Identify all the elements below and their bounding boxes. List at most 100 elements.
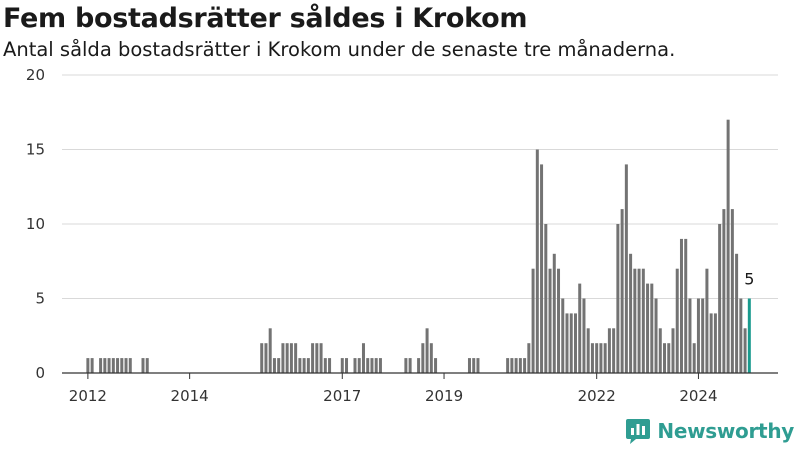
- bar: [650, 283, 654, 373]
- bar: [603, 343, 607, 373]
- x-tick-label: 2019: [425, 387, 463, 405]
- bar: [145, 358, 149, 373]
- bar: [298, 358, 302, 373]
- bar: [641, 268, 645, 373]
- bar: [345, 358, 349, 373]
- bar: [124, 358, 128, 373]
- bar: [361, 343, 365, 373]
- bar: [679, 238, 683, 373]
- bar: [637, 268, 641, 373]
- bar: [476, 358, 480, 373]
- bar: [671, 328, 675, 373]
- bar: [107, 358, 111, 373]
- bar: [684, 238, 688, 373]
- bar: [599, 343, 603, 373]
- bar: [421, 343, 425, 373]
- x-tick-label: 2014: [171, 387, 209, 405]
- bar: [116, 358, 120, 373]
- bar: [99, 358, 103, 373]
- bar: [595, 343, 599, 373]
- x-tick-label: 2022: [578, 387, 616, 405]
- bar: [103, 358, 107, 373]
- bar: [713, 313, 717, 373]
- bar: [366, 358, 370, 373]
- bar: [90, 358, 94, 373]
- bar: [544, 224, 548, 373]
- bar: [306, 358, 310, 373]
- bar: [378, 358, 382, 373]
- brand-name: Newsworthy: [657, 419, 794, 443]
- bar: [658, 328, 662, 373]
- y-tick-label: 10: [26, 215, 45, 233]
- bar: [540, 164, 544, 373]
- x-tick-label: 2024: [679, 387, 717, 405]
- bar: [523, 358, 527, 373]
- bar: [408, 358, 412, 373]
- bar: [429, 343, 433, 373]
- bar: [472, 358, 476, 373]
- y-tick-label: 0: [35, 364, 45, 382]
- bar: [692, 343, 696, 373]
- bar: [557, 268, 561, 373]
- y-tick-label: 20: [26, 66, 45, 84]
- bar: [111, 358, 115, 373]
- bar: [705, 268, 709, 373]
- bar: [616, 224, 620, 373]
- bar: [264, 343, 268, 373]
- highlight-bar: [747, 298, 751, 373]
- bar: [624, 164, 628, 373]
- bar: [370, 358, 374, 373]
- bar: [417, 358, 421, 373]
- bar-chart-logo-icon: [626, 419, 651, 444]
- bar: [535, 149, 539, 373]
- bar: [268, 328, 272, 373]
- highlight-value-label: 5: [744, 270, 754, 289]
- bar: [718, 224, 722, 373]
- bar: [302, 358, 306, 373]
- bar: [141, 358, 145, 373]
- bar: [582, 298, 586, 373]
- bar: [701, 298, 705, 373]
- bar: [86, 358, 90, 373]
- bar: [696, 298, 700, 373]
- y-axis-labels: 0 5 10 15 20: [26, 66, 45, 382]
- bar: [565, 313, 569, 373]
- bar: [722, 209, 726, 373]
- bar: [726, 119, 730, 373]
- bar: [311, 343, 315, 373]
- bar: [573, 313, 577, 373]
- bar: [590, 343, 594, 373]
- bar: [260, 343, 264, 373]
- bar: [569, 313, 573, 373]
- x-tick-label: 2017: [323, 387, 361, 405]
- bar: [709, 313, 713, 373]
- bar: [289, 343, 293, 373]
- bar: [675, 268, 679, 373]
- bar: [531, 268, 535, 373]
- bar: [467, 358, 471, 373]
- bar: [646, 283, 650, 373]
- bar: [607, 328, 611, 373]
- chart-title: Fem bostadsrätter såldes i Krokom: [3, 3, 528, 34]
- bar: [518, 358, 522, 373]
- bar: [620, 209, 624, 373]
- bar: [128, 358, 132, 373]
- bar: [434, 358, 438, 373]
- y-tick-label: 5: [35, 290, 45, 308]
- bar: [739, 298, 743, 373]
- bars: [86, 119, 751, 373]
- bar: [514, 358, 518, 373]
- bar: [527, 343, 531, 373]
- bar: [323, 358, 327, 373]
- bar: [506, 358, 510, 373]
- bar: [374, 358, 378, 373]
- bar: [319, 343, 323, 373]
- bar: [735, 253, 739, 373]
- bar: [281, 343, 285, 373]
- bar: [425, 328, 429, 373]
- bar: [688, 298, 692, 373]
- grid-lines: [62, 74, 778, 299]
- chart-subtitle: Antal sålda bostadsrätter i Krokom under…: [3, 38, 676, 61]
- bar: [272, 358, 276, 373]
- bar: [586, 328, 590, 373]
